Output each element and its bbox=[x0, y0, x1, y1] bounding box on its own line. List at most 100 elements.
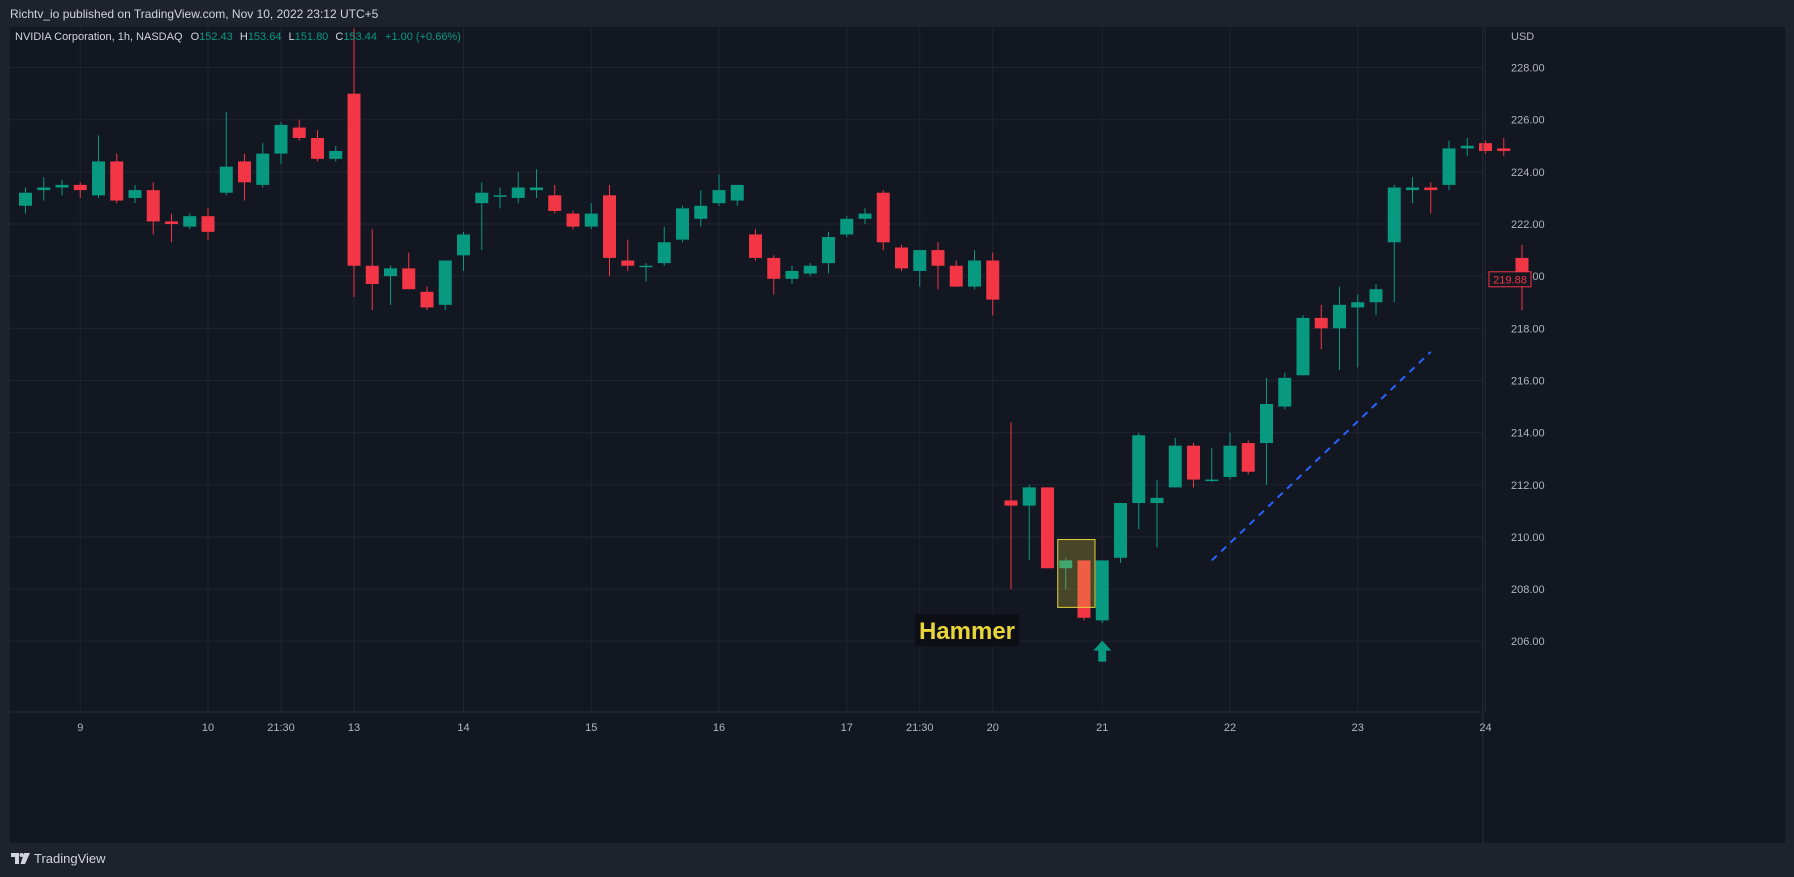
time-tick-label: 10 bbox=[202, 722, 214, 734]
candle-up bbox=[438, 260, 452, 311]
candle-body bbox=[1095, 560, 1109, 621]
candle-up bbox=[730, 184, 744, 206]
candle-body bbox=[1406, 187, 1419, 191]
candle-body bbox=[1479, 143, 1492, 151]
candle-up bbox=[858, 208, 872, 225]
candle-down bbox=[1424, 182, 1438, 214]
price-tick-label: 212.00 bbox=[1511, 480, 1545, 492]
candle-body bbox=[1150, 497, 1164, 504]
candle-down bbox=[603, 184, 616, 277]
candle-up bbox=[511, 171, 525, 204]
candle-body bbox=[986, 260, 1000, 300]
price-tick-label: 224.00 bbox=[1511, 167, 1545, 179]
symbol-legend: NVIDIA Corporation, 1h, NASDAQ O152.43 H… bbox=[15, 31, 461, 43]
price-tick-label: 216.00 bbox=[1511, 375, 1545, 387]
candle-body bbox=[639, 265, 653, 268]
candle-up bbox=[530, 169, 543, 198]
candle-body bbox=[73, 184, 87, 191]
candle-down bbox=[548, 184, 562, 214]
candle-up bbox=[493, 187, 507, 209]
candle-up bbox=[274, 122, 288, 165]
hammer-label-bg bbox=[915, 614, 1019, 646]
candle-up bbox=[639, 263, 653, 282]
candle-body bbox=[146, 190, 160, 222]
candle-body bbox=[384, 268, 397, 277]
candle-up bbox=[1369, 283, 1383, 316]
candle-up bbox=[694, 190, 708, 227]
candle-body bbox=[1442, 148, 1456, 185]
candle-up bbox=[457, 231, 470, 271]
candle-body bbox=[274, 124, 288, 154]
candle-down bbox=[876, 190, 890, 251]
candle-body bbox=[402, 268, 416, 290]
candle-down bbox=[110, 153, 124, 204]
candle-body bbox=[347, 93, 361, 266]
candle-up bbox=[1406, 177, 1419, 204]
candle-body bbox=[931, 250, 945, 266]
candle-up bbox=[1296, 315, 1310, 376]
candle-body bbox=[493, 195, 507, 197]
candle-body bbox=[913, 250, 927, 271]
candle-up bbox=[19, 187, 32, 214]
candle-down bbox=[420, 286, 434, 311]
candle-down bbox=[292, 119, 306, 141]
candle-body bbox=[365, 265, 379, 284]
candle-body bbox=[840, 218, 854, 235]
hammer-annotation: Hammer bbox=[915, 614, 1019, 646]
time-tick-label: 17 bbox=[841, 722, 853, 734]
candle-up bbox=[128, 184, 142, 204]
footer-bar: TradingView bbox=[0, 846, 1794, 877]
candle-body bbox=[1114, 503, 1127, 558]
candle-body bbox=[1460, 145, 1474, 149]
candlestick-chart[interactable]: USD 206.00 208.00 210.00 212.00 214.00 216.00… bbox=[10, 27, 1785, 843]
candle-body bbox=[676, 208, 689, 240]
candle-body bbox=[238, 161, 251, 183]
hammer-label: Hammer bbox=[919, 618, 1015, 645]
candle-body bbox=[566, 213, 580, 227]
candle-body bbox=[219, 166, 233, 193]
price-tick-label: 208.00 bbox=[1511, 584, 1545, 596]
candle-up bbox=[785, 265, 799, 284]
candle-body bbox=[1333, 304, 1346, 329]
legend-close-value: 153.44 bbox=[343, 31, 377, 43]
time-tick-label: 9 bbox=[77, 722, 83, 734]
trend-line-dashed bbox=[1211, 351, 1432, 562]
candle-body bbox=[1168, 445, 1182, 488]
candle-body bbox=[803, 265, 817, 274]
candle-body bbox=[420, 291, 434, 308]
candle-body bbox=[457, 234, 470, 256]
candle-body bbox=[311, 137, 324, 159]
candle-body bbox=[165, 221, 178, 225]
candle-body bbox=[1187, 445, 1200, 480]
time-tick-label: 24 bbox=[1479, 722, 1491, 734]
candle-body bbox=[657, 242, 671, 264]
currency-label: USD bbox=[1511, 31, 1534, 43]
candle-body bbox=[1369, 289, 1383, 303]
candle-body bbox=[128, 190, 142, 198]
candle-up bbox=[1387, 184, 1401, 303]
candle-body bbox=[1205, 479, 1219, 482]
candle-down bbox=[949, 260, 963, 287]
candle-body bbox=[767, 257, 781, 279]
candle-up bbox=[384, 265, 397, 305]
candle-down bbox=[767, 255, 781, 295]
candle-body bbox=[584, 213, 598, 227]
legend-open-label: O bbox=[191, 31, 200, 43]
last-price-box bbox=[1488, 271, 1532, 288]
candle-body bbox=[895, 247, 908, 269]
time-tick-label: 14 bbox=[457, 722, 469, 734]
annotations bbox=[1057, 351, 1432, 662]
candle-body bbox=[1241, 443, 1255, 472]
time-tick-label: 16 bbox=[713, 722, 725, 734]
legend-low-value: 151.80 bbox=[295, 31, 329, 43]
candle-body bbox=[548, 195, 562, 211]
tradingview-logo-icon bbox=[11, 853, 30, 864]
candle-up bbox=[1095, 560, 1109, 623]
candle-body bbox=[621, 260, 635, 266]
candle-up bbox=[712, 174, 726, 206]
footer-brand: TradingView bbox=[34, 851, 106, 866]
legend-high-label: H bbox=[240, 31, 248, 43]
legend-close-label: C bbox=[335, 31, 343, 43]
candle-up bbox=[1150, 479, 1164, 548]
grid-lines bbox=[10, 27, 1486, 712]
